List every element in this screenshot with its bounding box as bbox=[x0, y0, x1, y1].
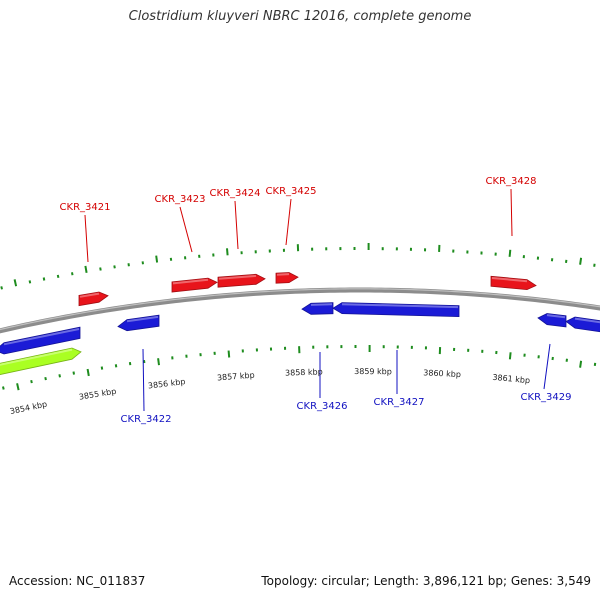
forward-gene-leader bbox=[84, 214, 89, 263]
reverse-gene-arrow-highlight bbox=[341, 303, 459, 309]
scale-tick bbox=[71, 272, 74, 276]
scale-tick bbox=[508, 352, 512, 360]
scale-tick bbox=[579, 257, 583, 265]
forward-gene-arrow-highlight bbox=[172, 278, 209, 285]
forward-gene-label: CKR_3425 bbox=[266, 186, 317, 197]
kbp-label: 3857 kbp bbox=[217, 371, 255, 383]
reverse-gene-arrow-highlight bbox=[126, 315, 159, 323]
reverse-gene-arrow-highlight bbox=[574, 317, 600, 324]
backbone-highlight bbox=[0, 288, 600, 331]
scale-tick bbox=[579, 360, 583, 368]
forward-gene-leader bbox=[510, 188, 513, 237]
reverse-gene-label: CKR_3422 bbox=[121, 414, 172, 425]
scale-tick bbox=[227, 350, 231, 358]
reverse-gene-arrow-highlight bbox=[546, 314, 566, 319]
kbp-label: 3860 kbp bbox=[423, 368, 461, 379]
forward-gene-label: CKR_3423 bbox=[155, 194, 206, 205]
forward-gene-label: CKR_3428 bbox=[486, 176, 537, 187]
reverse-gene-label: CKR_3426 bbox=[297, 401, 348, 412]
forward-gene-arrow-highlight bbox=[218, 274, 257, 280]
kbp-label: 3855 kbp bbox=[78, 387, 117, 402]
scale-tick bbox=[114, 364, 118, 368]
genome-summary-text: Topology: circular; Length: 3,896,121 bp… bbox=[261, 574, 591, 588]
rna-feature-arrow bbox=[0, 347, 82, 375]
scale-tick bbox=[113, 265, 116, 269]
scale-tick bbox=[13, 279, 18, 287]
scale-tick bbox=[30, 379, 33, 384]
kbp-label: 3858 kbp bbox=[285, 367, 323, 377]
scale-tick bbox=[226, 248, 229, 256]
scale-tick bbox=[72, 371, 75, 375]
kbp-label: 3856 kbp bbox=[147, 377, 186, 390]
reverse-gene-arrow-highlight bbox=[3, 328, 80, 346]
scale-tick bbox=[2, 386, 5, 390]
scale-tick bbox=[0, 286, 3, 290]
scale-tick bbox=[56, 274, 60, 279]
scale-tick bbox=[100, 366, 104, 370]
kbp-label: 3854 kbp bbox=[9, 400, 48, 417]
scale-tick bbox=[16, 383, 20, 391]
reverse-gene-arrow-highlight bbox=[310, 303, 333, 306]
reverse-gene-arrow bbox=[0, 326, 81, 355]
reverse-gene-label: CKR_3427 bbox=[374, 397, 425, 408]
forward-gene-label: CKR_3424 bbox=[210, 188, 261, 199]
forward-gene-track bbox=[78, 272, 537, 307]
scale-tick bbox=[157, 358, 160, 366]
reverse-gene-leader bbox=[543, 343, 551, 390]
forward-gene-leader bbox=[285, 198, 292, 246]
rna-feature-arrow-highlight bbox=[0, 348, 73, 366]
forward-gene-arrow-highlight bbox=[79, 292, 100, 298]
scale-tick bbox=[99, 267, 102, 271]
scale-tick bbox=[42, 277, 46, 281]
backbone-arc bbox=[0, 287, 600, 334]
scale-tick bbox=[86, 368, 90, 377]
forward-gene-arrow-highlight bbox=[491, 277, 528, 283]
scale-tick bbox=[28, 280, 32, 284]
scale-tick bbox=[44, 376, 47, 381]
kbp-label: 3859 kbp bbox=[354, 367, 392, 376]
forward-scale-ticks bbox=[0, 243, 596, 290]
forward-gene-leader bbox=[234, 200, 239, 250]
scale-tick bbox=[58, 374, 61, 378]
reverse-gene-arrow bbox=[301, 302, 334, 315]
forward-gene-arrow-highlight bbox=[276, 273, 290, 276]
rna-feature-track bbox=[0, 347, 82, 375]
map-title: Clostridium kluyveri NBRC 12016, complet… bbox=[128, 9, 472, 24]
forward-gene-leader bbox=[179, 206, 193, 253]
scale-tick bbox=[508, 249, 512, 257]
forward-gene-label: CKR_3421 bbox=[60, 202, 111, 213]
kbp-label-layer: 3854 kbp 3855 kbp 3856 kbp 3857 kbp 3858 kbp… bbox=[9, 367, 530, 416]
genome-backbone bbox=[0, 287, 600, 334]
scale-tick bbox=[155, 255, 159, 263]
reverse-gene-track bbox=[0, 302, 600, 355]
reverse-gene-label: CKR_3429 bbox=[521, 392, 572, 403]
gene-label-layer: CKR_3421 CKR_3423 CKR_3424 CKR_3425 CKR_3428… bbox=[60, 176, 572, 425]
scale-tick bbox=[84, 265, 88, 273]
kbp-label: 3861 kbp bbox=[492, 373, 530, 385]
accession-text: Accession: NC_011837 bbox=[9, 574, 146, 588]
reverse-gene-leader bbox=[142, 348, 145, 412]
reverse-scale-ticks bbox=[2, 345, 597, 391]
